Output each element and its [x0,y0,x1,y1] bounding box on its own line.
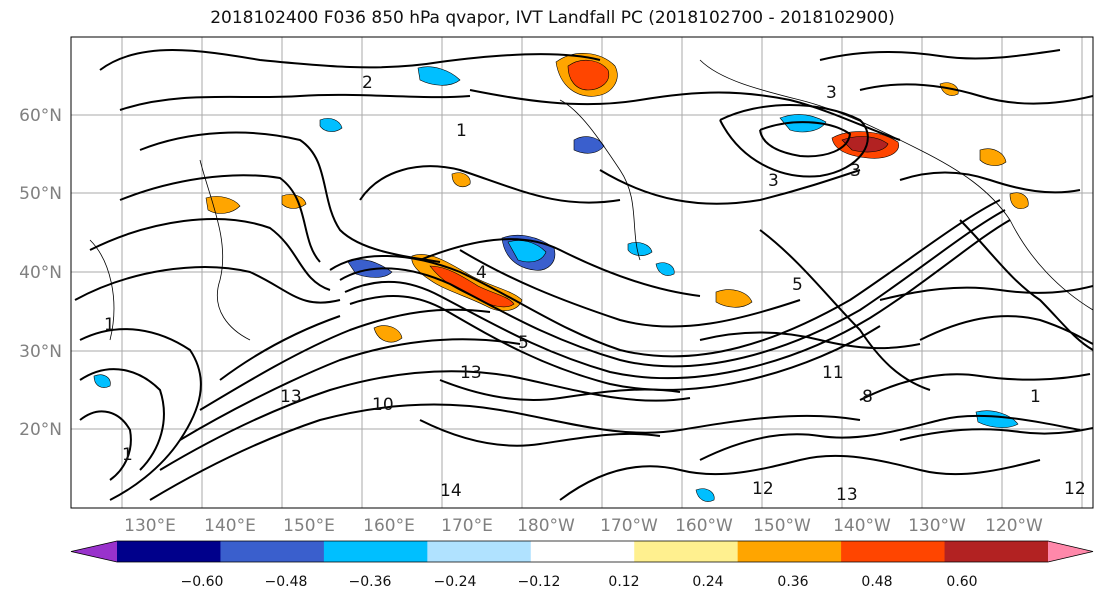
lon-label: 160°W [675,516,733,536]
contour-label: 1 [104,315,115,335]
lon-label: 170°W [600,516,658,536]
colorbar-segment [220,541,325,562]
colorbar-tick-label: −0.24 [434,574,477,590]
colorbar-tick-label: −0.48 [265,574,308,590]
colorbar-segment [530,541,635,562]
contour-label: 1 [1030,387,1041,407]
contour-label: 12 [1064,479,1086,499]
lon-label: 160°E [363,516,415,536]
longitude-labels: 130°E 140°E 150°E 160°E 170°E 180°W 170°… [124,516,1043,536]
contour-label: 5 [518,333,529,353]
colorbar-tick-label: 0.36 [777,574,808,590]
latitude-labels: 60°N 50°N 40°N 30°N 20°N [19,106,62,440]
contour-label: 13 [836,485,858,505]
contour-labels: 2 1 3 3 5 4 5 8 13 13 10 12 14 13 1 11 3… [104,73,1086,505]
contour-label: 5 [792,275,803,295]
lon-label: 180°W [517,516,575,536]
colorbar-segment [117,541,221,562]
colorbar-segment [841,541,946,562]
coastlines [89,59,1093,341]
lon-label: 140°E [204,516,256,536]
contour-label: 3 [768,171,779,191]
contour-label: 8 [862,387,873,407]
colorbar-segment [944,541,1049,562]
contour-label: 1 [122,445,133,465]
colorbar-outline [70,540,1094,563]
colorbar-segment [427,541,532,562]
colorbar-tick-label: −0.12 [518,574,561,590]
colorbar-segment [737,541,842,562]
lon-label: 140°W [833,516,891,536]
colorbar-extend-high [1048,541,1093,562]
lat-label: 20°N [19,420,62,440]
colorbar-segment [634,541,739,562]
plot-frame [70,36,1094,509]
map-title: 2018102400 F036 850 hPa qvapor, IVT Land… [210,8,895,28]
colorbar-tick-label: −0.36 [349,574,392,590]
contour-label: 2 [362,73,373,93]
lat-label: 40°N [19,263,62,283]
contour-label: 4 [476,263,487,283]
plot-area: 2 1 3 3 5 4 5 8 13 13 10 12 14 13 1 11 3… [71,37,1093,508]
colorbar-tick-label: 0.48 [861,574,892,590]
lon-label: 150°W [753,516,811,536]
lon-label: 120°W [985,516,1043,536]
contour-label: 10 [372,395,394,415]
colorbar-extend-low [71,541,117,562]
lon-label: 130°E [124,516,176,536]
contour-label: 3 [826,83,837,103]
lat-label: 30°N [19,342,62,362]
colorbar-tick-labels: −0.60 −0.48 −0.36 −0.24 −0.12 0.12 0.24 … [181,574,978,590]
lon-label: 150°E [283,516,335,536]
lon-label: 130°W [908,516,966,536]
contour-label: 12 [752,479,774,499]
qvapor-anomaly-fills [93,52,1029,502]
colorbar-segment [323,541,428,562]
lon-label: 170°E [441,516,493,536]
colorbar-tick-label: −0.60 [181,574,224,590]
contour-label: 1 [456,121,467,141]
contour-label: 3 [850,161,861,181]
colorbar-tick-label: 0.60 [946,574,977,590]
ivt-contours [74,49,1093,501]
colorbar-tick-label: 0.24 [692,574,723,590]
contour-label: 11 [822,363,844,383]
contour-label: 14 [440,481,462,501]
colorbar [70,540,1094,563]
lat-label: 50°N [19,184,62,204]
contour-label: 13 [280,387,302,407]
contour-label: 13 [460,363,482,383]
lat-label: 60°N [19,106,62,126]
colorbar-tick-label: 0.12 [608,574,639,590]
